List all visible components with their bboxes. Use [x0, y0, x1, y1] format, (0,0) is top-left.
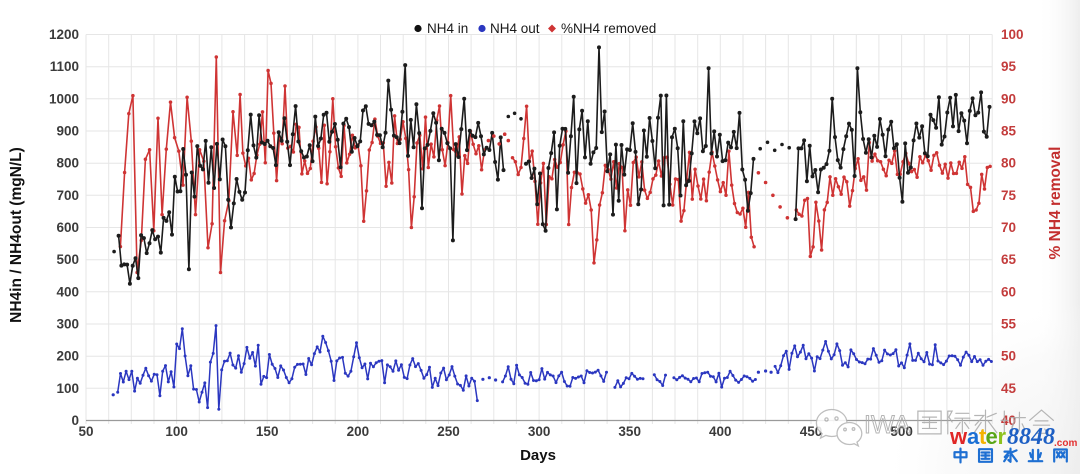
svg-text:200: 200: [347, 424, 370, 439]
svg-text:200: 200: [56, 349, 79, 364]
svg-text:.com: .com: [1054, 438, 1077, 449]
svg-text:100: 100: [165, 424, 188, 439]
svg-text:1000: 1000: [49, 91, 79, 106]
svg-text:55: 55: [1001, 317, 1017, 332]
svg-text:800: 800: [56, 156, 79, 171]
svg-text:%NH4 removed: %NH4 removed: [561, 21, 656, 36]
svg-text:50: 50: [78, 424, 93, 439]
svg-text:50: 50: [1001, 349, 1016, 364]
svg-text:NH4in / NH4out (mgN/L): NH4in / NH4out (mgN/L): [8, 147, 25, 323]
svg-text:700: 700: [56, 188, 79, 203]
svg-text:600: 600: [56, 220, 79, 235]
svg-text:IWA: IWA: [864, 411, 911, 439]
svg-text:500: 500: [890, 424, 913, 439]
svg-text:70: 70: [1001, 220, 1016, 235]
svg-text:t: t: [979, 424, 987, 449]
svg-text:150: 150: [256, 424, 279, 439]
svg-text:95: 95: [1001, 59, 1017, 74]
svg-text:65: 65: [1001, 252, 1017, 267]
svg-text:90: 90: [1001, 91, 1016, 106]
svg-text:300: 300: [56, 317, 79, 332]
svg-text:250: 250: [437, 424, 460, 439]
svg-text:1100: 1100: [50, 59, 79, 74]
svg-text:400: 400: [56, 284, 79, 299]
svg-text:60: 60: [1001, 284, 1016, 299]
svg-text:100: 100: [56, 381, 79, 396]
svg-text:Days: Days: [520, 447, 556, 464]
svg-text:75: 75: [1001, 188, 1017, 203]
svg-text:350: 350: [618, 424, 641, 439]
svg-text:8848: 8848: [1007, 424, 1055, 450]
svg-text:1200: 1200: [49, 27, 79, 42]
svg-text:400: 400: [709, 424, 732, 439]
svg-text:w: w: [949, 424, 968, 449]
svg-text:45: 45: [1001, 381, 1017, 396]
svg-text:r: r: [998, 424, 1007, 449]
svg-text:e: e: [986, 424, 998, 449]
svg-text:NH4 in: NH4 in: [427, 21, 468, 36]
svg-text:500: 500: [56, 252, 79, 267]
svg-text:0: 0: [71, 413, 79, 428]
svg-text:100: 100: [1001, 27, 1024, 42]
svg-text:NH4 out: NH4 out: [490, 21, 540, 36]
svg-text:85: 85: [1001, 124, 1017, 139]
svg-text:900: 900: [56, 124, 79, 139]
svg-text:a: a: [967, 424, 980, 449]
svg-text:300: 300: [528, 424, 551, 439]
svg-text:% NH4 removal: % NH4 removal: [1047, 147, 1064, 260]
svg-text:80: 80: [1001, 156, 1016, 171]
